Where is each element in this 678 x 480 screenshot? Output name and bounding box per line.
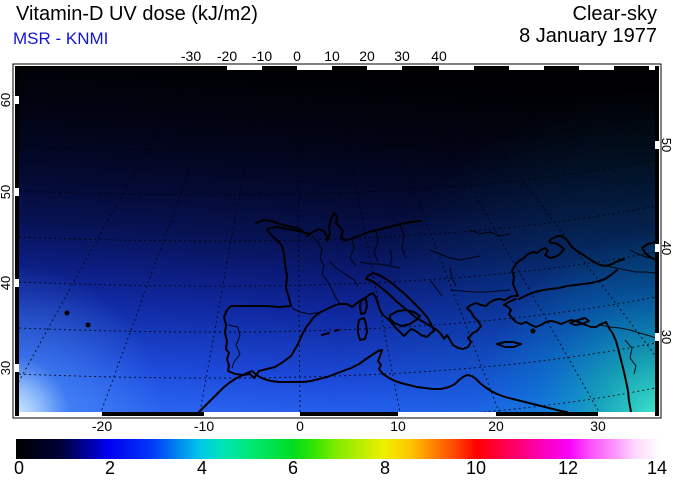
island-corsica — [359, 298, 368, 315]
island-speck — [64, 310, 70, 316]
lon-tick-bottom: 30 — [590, 418, 606, 434]
colorbar-tick: 0 — [13, 458, 24, 478]
sky-condition-label: Clear-sky — [572, 3, 657, 25]
lon-tick-top: 30 — [394, 48, 410, 64]
borders-layer — [227, 223, 655, 375]
lon-tick-top: 10 — [324, 48, 340, 64]
lon-tick-top: -30 — [180, 48, 202, 64]
date-label: 8 January 1977 — [519, 25, 657, 47]
island-crete — [496, 341, 522, 348]
island-speck — [85, 322, 91, 328]
colorbar-tick: 8 — [379, 458, 390, 478]
colorbar-tick: 4 — [196, 458, 207, 478]
colorbar-tick: 12 — [557, 458, 579, 478]
lat-tick-left: 30 — [0, 360, 13, 376]
lat-tick-left: 40 — [0, 275, 13, 291]
lon-tick-top: -10 — [251, 48, 273, 64]
lat-tick-right: 50 — [659, 137, 674, 153]
coastlines-layer — [64, 212, 655, 412]
page-title: Vitamin-D UV dose (kJ/m2) — [16, 3, 258, 25]
island-rhodes — [530, 328, 536, 334]
lat-tick-left: 50 — [0, 184, 13, 200]
colorbar-tick: 10 — [465, 458, 487, 478]
colorbar-tick: 6 — [287, 458, 298, 478]
uv-dose-field — [19, 70, 655, 412]
island-balearics — [321, 329, 339, 336]
lon-tick-bottom: -20 — [91, 418, 113, 434]
lon-tick-bottom: 10 — [390, 418, 406, 434]
lon-tick-bottom: 20 — [488, 418, 504, 434]
lat-tick-right: 30 — [659, 329, 674, 345]
island-cyprus — [569, 317, 590, 326]
coast-turkey-north — [518, 269, 618, 300]
colorbar-tick: 14 — [646, 458, 668, 478]
colorbar-tick: 2 — [104, 458, 115, 478]
coast-turkey-levant — [503, 298, 632, 412]
lon-tick-top: 40 — [431, 48, 447, 64]
lon-tick-top: 0 — [293, 48, 301, 64]
coast-northsea-baltic — [306, 212, 422, 242]
lon-tick-top: 20 — [359, 48, 375, 64]
lon-tick-top: -20 — [216, 48, 238, 64]
lon-tick-bottom: -10 — [193, 418, 215, 434]
graticule — [19, 70, 655, 412]
coast-europe-mediterranean — [223, 226, 625, 379]
island-sardinia — [357, 317, 368, 341]
lat-tick-right: 40 — [659, 240, 674, 256]
coast-north-africa — [198, 349, 568, 412]
colorbar-gradient — [16, 439, 661, 459]
attribution-label: MSR - KNMI — [13, 29, 109, 48]
lat-tick-left: 60 — [0, 92, 13, 108]
map-frame — [12, 63, 662, 419]
coast-england — [255, 219, 304, 232]
island-sicily — [389, 309, 421, 327]
lon-tick-bottom: 0 — [296, 418, 304, 434]
